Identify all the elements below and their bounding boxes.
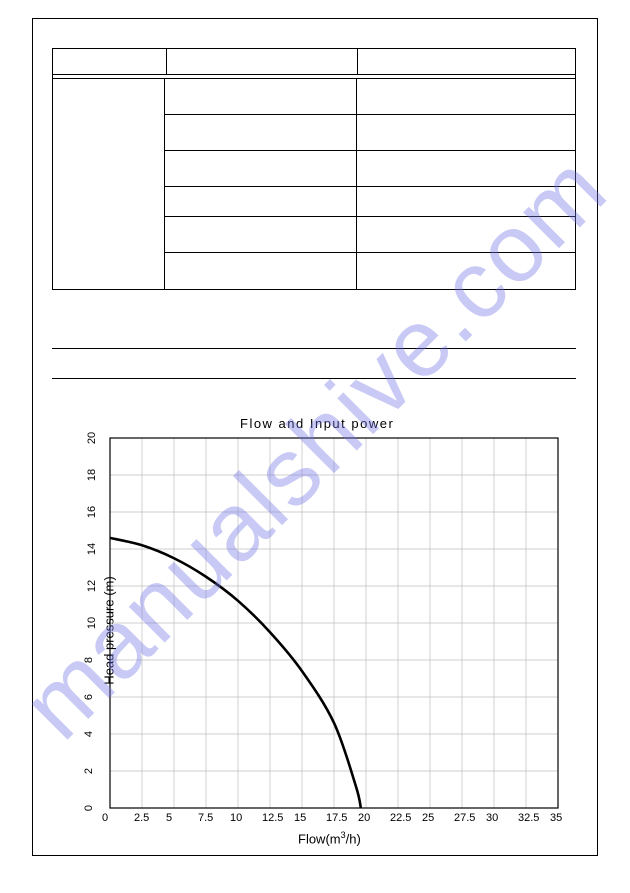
x-tick-label: 27.5 (454, 812, 475, 824)
table-cell (357, 187, 575, 217)
table-header-row (53, 49, 575, 75)
rule-1 (52, 348, 576, 349)
table-cell (357, 115, 575, 151)
y-tick-label: 6 (83, 694, 95, 700)
x-tick-label: 2.5 (134, 812, 149, 824)
y-tick-label: 4 (83, 731, 95, 737)
table-cell (165, 115, 357, 151)
x-tick-label: 12.5 (262, 812, 283, 824)
y-tick-label: 0 (83, 805, 95, 811)
table-row (165, 79, 575, 115)
x-tick-label: 30 (486, 812, 498, 824)
x-tick-label: 32.5 (518, 812, 539, 824)
rule-2 (52, 378, 576, 379)
table-cell (165, 253, 357, 289)
x-tick-label: 20 (358, 812, 370, 824)
table-cell (165, 151, 357, 187)
y-tick-label: 18 (86, 469, 98, 481)
table-cell (165, 217, 357, 253)
y-tick-label: 16 (86, 506, 98, 518)
table-header-cell (53, 49, 167, 75)
table-cell (165, 79, 357, 115)
chart-title: Flow and Input power (240, 416, 394, 431)
table-row (165, 115, 575, 151)
table-row (165, 187, 575, 217)
x-tick-label: 15 (294, 812, 306, 824)
y-tick-label: 10 (86, 617, 98, 629)
x-axis-label: Flow(m3/h) (298, 830, 361, 846)
x-tick-label: 10 (230, 812, 242, 824)
x-tick-label: 25 (422, 812, 434, 824)
table-body (53, 79, 575, 289)
spec-table (52, 48, 576, 290)
table-body-right (165, 79, 575, 289)
x-tick-label: 5 (166, 812, 172, 824)
table-cell (357, 79, 575, 115)
table-cell (357, 217, 575, 253)
table-header-cell (167, 49, 358, 75)
table-row (165, 151, 575, 187)
x-tick-label: 22.5 (390, 812, 411, 824)
x-tick-label: 0 (102, 812, 108, 824)
table-cell (165, 187, 357, 217)
chart-plot (110, 438, 558, 808)
y-tick-label: 20 (86, 432, 98, 444)
table-row (165, 217, 575, 253)
table-cell (357, 151, 575, 187)
y-tick-label: 2 (83, 768, 95, 774)
x-tick-label: 35 (550, 812, 562, 824)
y-tick-label: 12 (86, 580, 98, 592)
x-tick-label: 17.5 (326, 812, 347, 824)
table-merged-cell (53, 79, 165, 289)
y-tick-label: 14 (86, 543, 98, 555)
table-cell (357, 253, 575, 289)
y-tick-label: 8 (83, 657, 95, 663)
table-row (165, 253, 575, 289)
x-tick-label: 7.5 (198, 812, 213, 824)
table-header-cell (358, 49, 575, 75)
